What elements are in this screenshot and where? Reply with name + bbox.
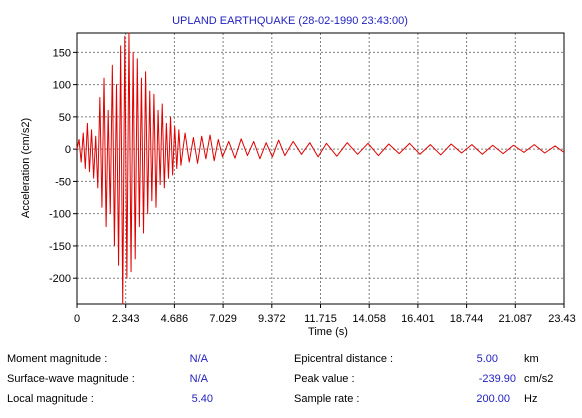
y-axis: 150 100 50 0 -50 -100 -150 -200 [49, 47, 77, 285]
moment-magnitude-value: N/A [189, 353, 208, 365]
sample-rate-value: 200.00 [476, 393, 510, 405]
y-tick-label: 0 [65, 144, 71, 156]
y-tick-label: 150 [53, 47, 71, 59]
x-axis: 0 2.343 4.686 7.029 9.372 11.715 14.058 16.401 1… [74, 304, 576, 325]
series-layer [76, 32, 565, 305]
x-tick-label: 21.087 [498, 313, 532, 325]
surface-wave-magnitude-value: N/A [189, 373, 208, 385]
chart: UPLAND EARTHQUAKE (28-02-1990 23:43:00) … [20, 15, 576, 338]
x-tick-label: 9.372 [258, 313, 286, 325]
x-tick-label: 14.058 [352, 313, 386, 325]
y-tick-label: -200 [49, 273, 71, 285]
peak-value-unit: cm/s2 [524, 373, 554, 385]
moment-magnitude-label: Moment magnitude : [7, 353, 108, 365]
x-tick-label: 4.686 [161, 313, 189, 325]
y-tick-label: 100 [53, 80, 71, 92]
y-tick-label: -150 [49, 241, 71, 253]
epicentral-distance-unit: km [524, 353, 539, 365]
x-tick-label: 23.43 [548, 313, 576, 325]
y-tick-label: -50 [55, 176, 71, 188]
epicentral-distance-label: Epicentral distance : [294, 353, 394, 365]
sample-rate-unit: Hz [524, 393, 538, 405]
x-tick-label: 7.029 [209, 313, 237, 325]
peak-value-label: Peak value : [294, 373, 355, 385]
x-tick-label: 2.343 [112, 313, 140, 325]
local-magnitude-value: 5.40 [191, 393, 213, 405]
surface-wave-magnitude-label: Surface-wave magnitude : [7, 373, 135, 385]
x-tick-label: 11.715 [304, 313, 337, 325]
grid [77, 33, 564, 304]
x-axis-label: Time (s) [308, 326, 348, 338]
chart-title: UPLAND EARTHQUAKE (28-02-1990 23:43:00) [172, 15, 408, 27]
y-axis-label: Acceleration (cm/s2) [20, 118, 32, 218]
series-line-acceleration [76, 32, 565, 305]
x-tick-label: 16.401 [401, 313, 435, 325]
peak-value: -239.90 [478, 373, 516, 385]
epicentral-distance-value: 5.00 [476, 353, 498, 365]
y-tick-label: 50 [59, 112, 71, 124]
local-magnitude-label: Local magnitude : [7, 393, 94, 405]
x-tick-label: 0 [74, 313, 80, 325]
y-tick-label: -100 [49, 209, 71, 221]
sample-rate-label: Sample rate : [294, 393, 360, 405]
x-tick-label: 18.744 [450, 313, 484, 325]
